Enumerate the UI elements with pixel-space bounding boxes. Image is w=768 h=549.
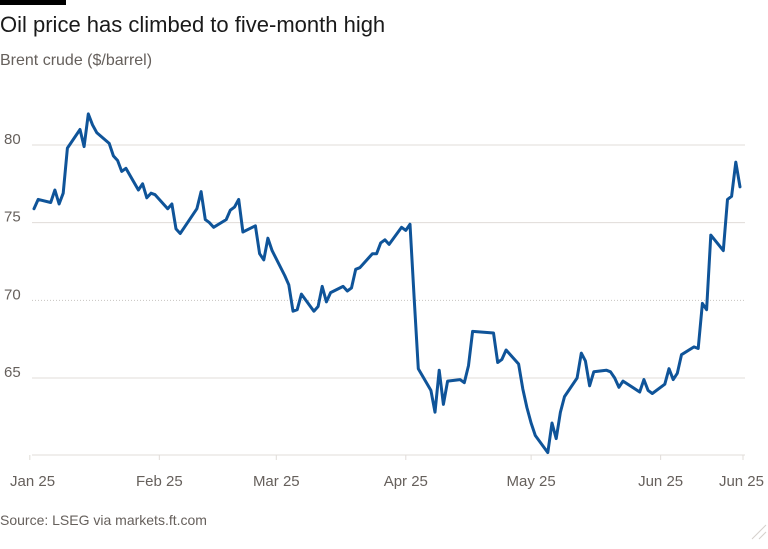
source-note: Source: LSEG via markets.ft.com bbox=[0, 512, 207, 528]
corner-mark bbox=[751, 524, 767, 540]
y-tick-label: 80 bbox=[4, 131, 21, 148]
y-axis-ticks: 65 70 75 80 bbox=[4, 131, 21, 381]
x-axis-ticks: Jan 25 Feb 25 Mar 25 Apr 25 May 25 Jun 25 Jun … bbox=[10, 455, 764, 490]
x-tick-label: Mar 25 bbox=[253, 473, 300, 490]
x-tick-label: Jun 25 bbox=[638, 473, 683, 490]
y-tick-label: 75 bbox=[4, 209, 21, 226]
x-tick-label: Jun 25 bbox=[719, 473, 764, 490]
brent-crude-line bbox=[32, 112, 742, 455]
x-tick-label: Apr 25 bbox=[384, 473, 428, 490]
grid-lines bbox=[32, 144, 745, 456]
x-tick-label: Feb 25 bbox=[136, 473, 183, 490]
x-tick-label: May 25 bbox=[507, 473, 556, 490]
chart-title: Oil price has climbed to five-month high bbox=[0, 12, 386, 37]
y-tick-label: 65 bbox=[4, 364, 21, 381]
x-tick-label: Jan 25 bbox=[10, 473, 55, 490]
chart-subtitle: Brent crude ($/barrel) bbox=[0, 52, 153, 69]
brand-bar bbox=[0, 0, 66, 5]
y-tick-label: 70 bbox=[4, 286, 21, 303]
